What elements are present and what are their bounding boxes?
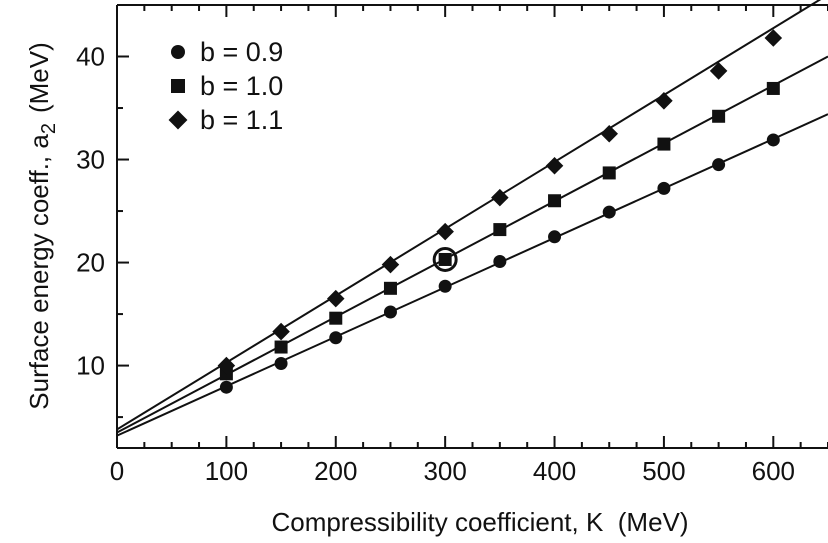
y-axis-label-subscript: 2 bbox=[38, 123, 60, 134]
x-tick-label: 200 bbox=[314, 456, 357, 486]
x-tick-label: 500 bbox=[642, 456, 685, 486]
data-point bbox=[381, 255, 400, 274]
fit-lines-layer bbox=[116, 0, 828, 437]
legend-label: b = 1.0 bbox=[200, 71, 283, 101]
fit-line bbox=[116, 0, 822, 431]
data-point bbox=[766, 133, 780, 147]
x-tick-label: 300 bbox=[423, 456, 466, 486]
x-tick-label: 0 bbox=[110, 456, 124, 486]
fit-line bbox=[116, 113, 828, 437]
x-tick-label: 600 bbox=[752, 456, 795, 486]
legend-marker bbox=[171, 79, 185, 93]
data-point bbox=[329, 331, 343, 345]
data-point bbox=[493, 255, 507, 269]
data-point bbox=[493, 223, 507, 237]
y-tick-label: 20 bbox=[76, 248, 105, 278]
highlight-point-inner bbox=[438, 253, 452, 266]
y-tick-label: 10 bbox=[76, 351, 105, 381]
data-point bbox=[438, 279, 452, 293]
highlight-point-outer bbox=[432, 246, 458, 272]
legend-label: b = 0.9 bbox=[200, 37, 283, 67]
data-point bbox=[657, 181, 671, 195]
fit-line bbox=[116, 55, 828, 434]
data-point bbox=[655, 92, 673, 110]
data-point bbox=[712, 158, 726, 172]
legend-marker bbox=[171, 45, 185, 59]
data-point bbox=[329, 311, 343, 325]
data-point bbox=[600, 125, 619, 143]
y-tick-label: 40 bbox=[76, 42, 105, 72]
x-axis-label: Compressibility coefficient, K (MeV) bbox=[271, 507, 688, 537]
data-point bbox=[602, 205, 616, 219]
x-tick-label: 400 bbox=[533, 456, 576, 486]
data-point bbox=[436, 222, 454, 241]
data-point bbox=[602, 166, 616, 180]
data-point bbox=[217, 356, 236, 375]
y-axis-label: Surface energy coeff., a2 (MeV) bbox=[24, 42, 60, 409]
data-point bbox=[383, 281, 397, 295]
data-point bbox=[219, 380, 233, 394]
data-point bbox=[274, 340, 288, 354]
legend-label: b = 1.1 bbox=[200, 105, 283, 135]
y-tick-label: 30 bbox=[76, 145, 105, 175]
legend: b = 0.9 b = 1.0 b = 1.1 bbox=[168, 37, 283, 135]
data-point bbox=[709, 62, 728, 80]
data-point bbox=[383, 305, 397, 319]
data-point bbox=[491, 188, 509, 207]
data-point bbox=[274, 357, 288, 371]
y-axis-label-main: Surface energy coeff., a bbox=[24, 134, 54, 410]
data-point bbox=[326, 289, 345, 308]
x-tick-label: 100 bbox=[205, 456, 248, 486]
data-point bbox=[766, 81, 780, 95]
data-point bbox=[657, 137, 671, 151]
points-layer bbox=[217, 29, 783, 394]
legend-marker bbox=[168, 110, 188, 130]
data-point bbox=[272, 322, 290, 341]
y-axis-label-unit: (MeV) bbox=[24, 42, 54, 113]
ticks-layer: 0 100 200 300 400 500 600 10 20 30 40 bbox=[76, 4, 828, 486]
data-point bbox=[548, 230, 562, 244]
data-point bbox=[764, 29, 783, 47]
data-point bbox=[548, 194, 562, 208]
data-point bbox=[712, 109, 726, 123]
data-point bbox=[545, 156, 564, 175]
